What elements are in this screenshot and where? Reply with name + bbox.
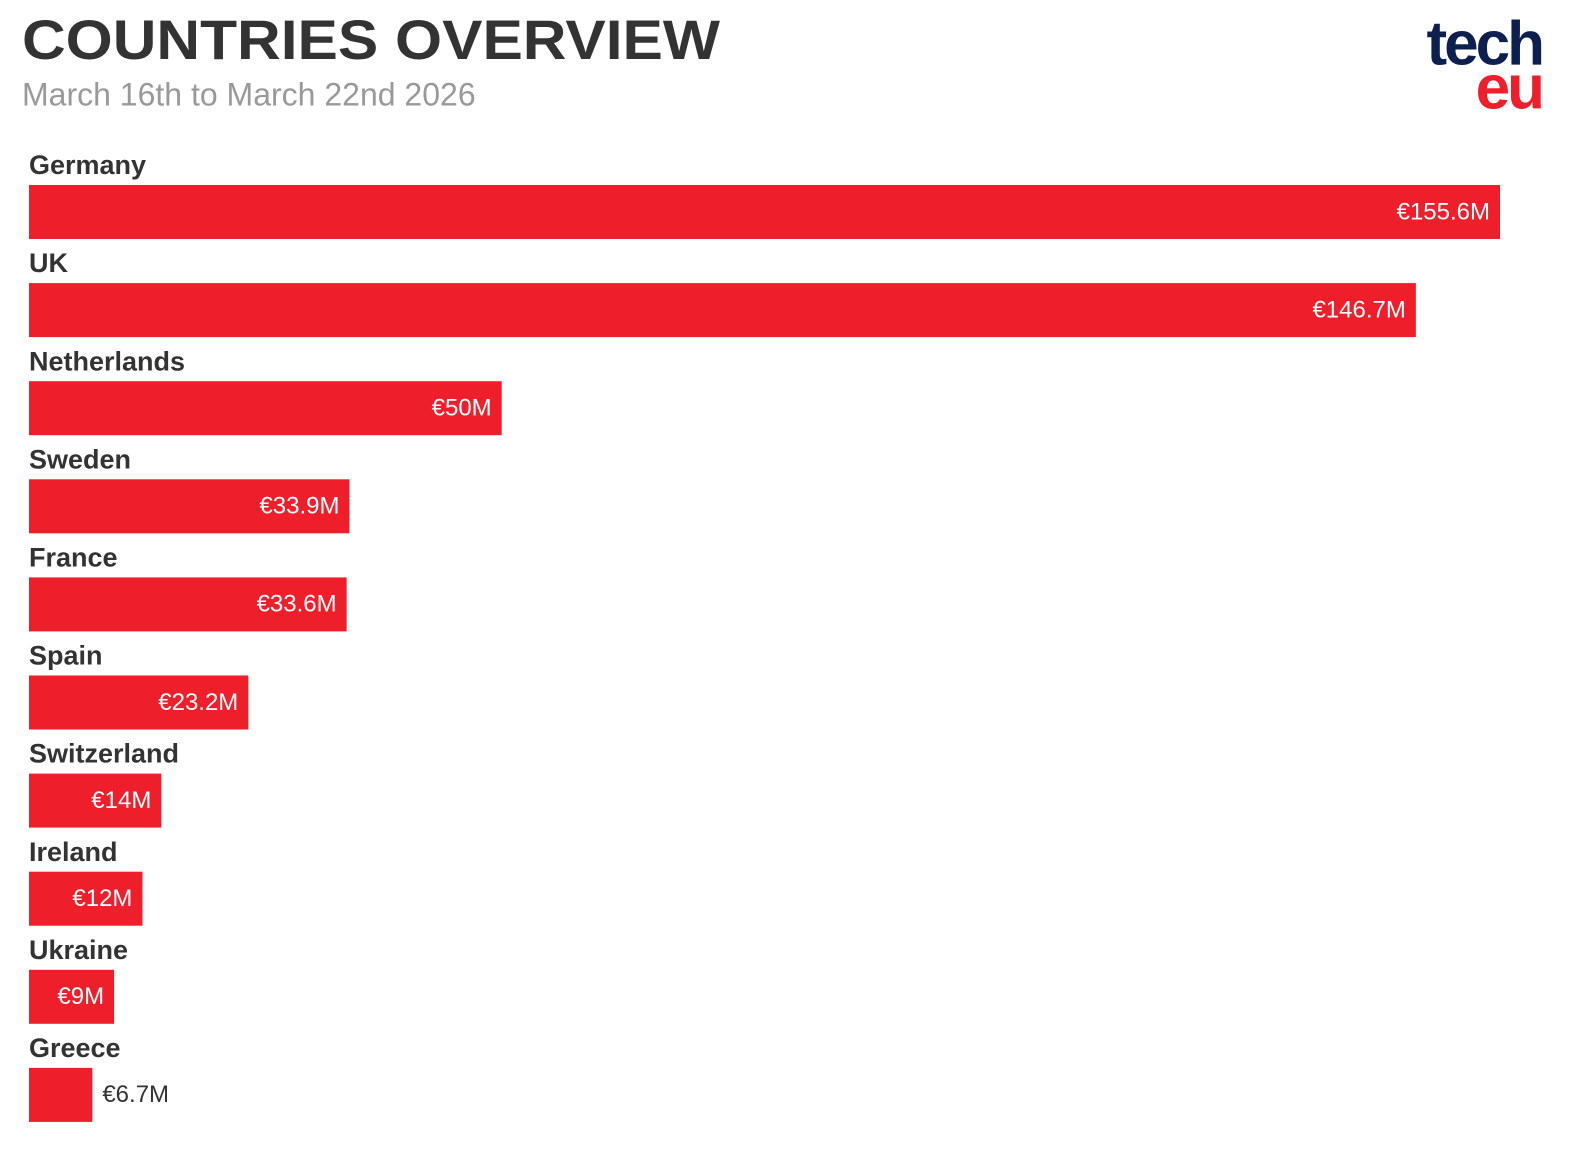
value-label: €14M: [91, 787, 151, 814]
logo-bottom: eu: [1476, 53, 1542, 122]
category-label: Switzerland: [29, 739, 179, 769]
bar: [29, 969, 115, 1024]
category-label: Germany: [29, 150, 146, 180]
chart-subtitle: March 16th to March 22nd 2026: [22, 76, 476, 112]
value-label: €33.9M: [259, 493, 339, 520]
bar: [29, 283, 1416, 338]
category-label: France: [29, 543, 118, 573]
value-label: €50M: [432, 395, 492, 422]
category-label: Greece: [29, 1033, 121, 1063]
value-label: €23.2M: [158, 689, 238, 716]
bar: [29, 479, 350, 534]
category-label: UK: [29, 248, 68, 278]
category-label: Spain: [29, 641, 103, 671]
value-label: €9M: [57, 983, 104, 1010]
value-label: €33.6M: [257, 591, 337, 618]
value-label: €155.6M: [1397, 198, 1490, 225]
logo-top: tech: [1427, 9, 1543, 78]
category-label: Ukraine: [29, 935, 128, 965]
value-label: €146.7M: [1312, 296, 1405, 323]
bar: [29, 1067, 93, 1122]
bar: [29, 381, 502, 436]
chart-title: COUNTRIES OVERVIEW: [22, 8, 720, 71]
value-label: €12M: [72, 885, 132, 912]
bar: [29, 185, 1500, 239]
category-label: Sweden: [29, 444, 131, 474]
bar: [29, 773, 162, 828]
value-label: €6.7M: [102, 1081, 169, 1108]
bar: [29, 871, 143, 926]
category-label: Netherlands: [29, 346, 185, 376]
category-label: Ireland: [29, 837, 118, 867]
bar: [29, 675, 249, 730]
bar: [29, 577, 347, 632]
